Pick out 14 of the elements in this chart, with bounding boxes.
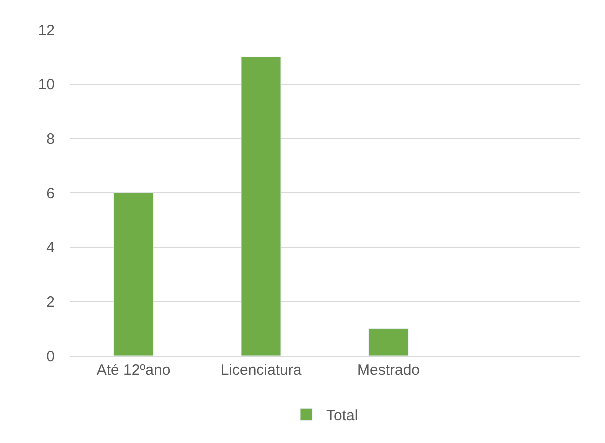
bar — [368, 328, 409, 356]
legend-label: Total — [326, 407, 358, 424]
y-tick-label: 0 — [46, 348, 55, 366]
y-tick-label: 6 — [46, 185, 55, 202]
y-tick-label: 2 — [46, 294, 55, 311]
x-tick-label: Mestrado — [357, 362, 420, 379]
y-tick-label: 4 — [46, 240, 55, 257]
y-tick-label: 12 — [38, 22, 55, 40]
x-tick-label: Até 12ºano — [96, 362, 171, 379]
y-tick-label: 8 — [46, 130, 55, 148]
bar — [241, 56, 282, 356]
y-tick-label: 10 — [38, 76, 55, 94]
bar — [114, 192, 154, 356]
x-tick-label: Licenciatura — [220, 362, 302, 379]
